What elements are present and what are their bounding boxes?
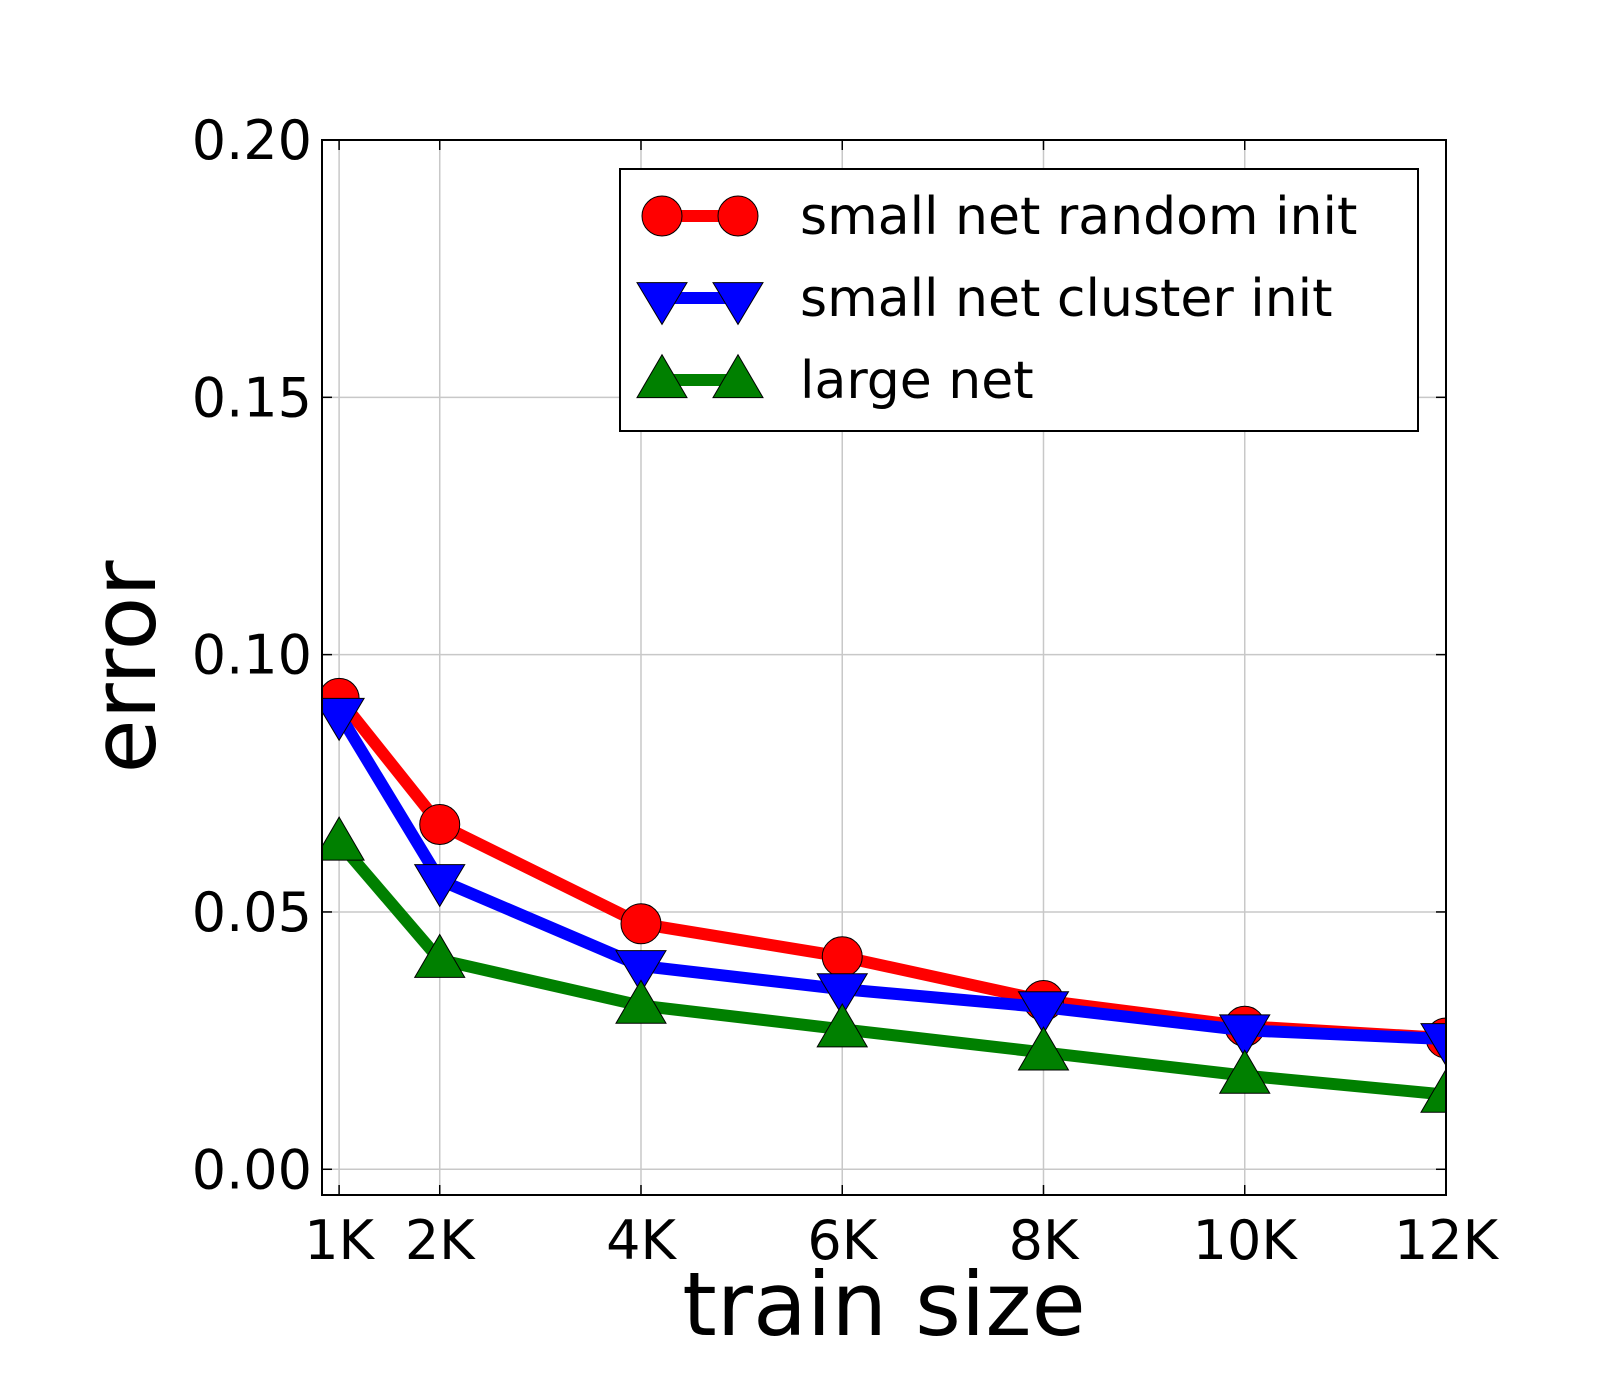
legend-entry-small-net-cluster-init: small net cluster init: [636, 269, 1333, 329]
series-small-net-cluster-init-point: [1017, 991, 1070, 1035]
x-tick-label: 12K: [1394, 1209, 1500, 1272]
series-small-net-cluster-init-point: [1218, 1014, 1271, 1058]
legend-label: small net cluster init: [800, 269, 1333, 329]
series-small-net-random-init-point: [620, 903, 662, 945]
legend-entry-large-net: large net: [636, 351, 1034, 411]
y-tick-label: 0.15: [192, 366, 312, 429]
legend-marker: [712, 353, 764, 399]
y-tick-label: 0.05: [192, 881, 312, 944]
x-axis-title: train size: [682, 1253, 1085, 1356]
series-small-net-cluster-init-point: [615, 950, 667, 994]
x-tick-label: 8K: [1009, 1209, 1080, 1272]
series-small-net-cluster-init-line: [333, 710, 1446, 1046]
axis-ticks: 1K 2K 4K 6K 8K 10K 12K 0.00 0.05 0.10 0.15 0.20: [192, 109, 1500, 1272]
legend-marker: [712, 282, 764, 326]
series-small-net-random-init-point: [821, 936, 863, 978]
series-small-net-random-init-point: [419, 803, 461, 845]
series-small-net-cluster-init: [322, 697, 1446, 1067]
legend-marker: [636, 353, 688, 399]
series-small-net-random-init: [322, 677, 1446, 1059]
series-large-net-point: [322, 816, 365, 861]
series-small-net-cluster-init-point: [413, 864, 466, 908]
series-small-net-cluster-init-point: [322, 697, 365, 742]
y-tick-label: 0.10: [192, 624, 312, 687]
series-small-net-cluster-init-point: [1420, 1023, 1446, 1067]
series-small-net-random-init-line: [334, 694, 1446, 1045]
series-large-net-point: [816, 1002, 869, 1048]
y-axis-title: error: [73, 560, 176, 774]
legend-marker: [641, 195, 683, 237]
series-large-net-point: [615, 979, 667, 1024]
series-large-net-point: [1218, 1049, 1271, 1094]
plot-series: [322, 677, 1446, 1113]
x-tick-label: 1K: [304, 1209, 375, 1272]
legend-marker: [636, 282, 688, 326]
x-tick-label: 4K: [606, 1209, 677, 1272]
legend-label: large net: [800, 351, 1034, 411]
y-tick-label: 0.20: [192, 109, 312, 172]
legend-marker: [717, 195, 759, 237]
series-large-net-point: [413, 933, 466, 978]
series-large-net-point: [1420, 1068, 1446, 1113]
plot-frame: [321, 139, 1447, 1196]
legend-entry-small-net-random-init: small net random init: [641, 187, 1357, 247]
x-tick-label: 10K: [1193, 1209, 1299, 1272]
series-large-net-point: [1017, 1026, 1070, 1071]
y-tick-label: 0.00: [192, 1138, 312, 1201]
legend: small net random init small net cluster i…: [619, 168, 1419, 432]
x-tick-label: 6K: [807, 1209, 878, 1272]
series-large-net: [322, 816, 1446, 1113]
x-tick-label: 2K: [405, 1209, 476, 1272]
series-small-net-cluster-init-point: [816, 973, 869, 1017]
legend-label: small net random init: [800, 187, 1357, 247]
